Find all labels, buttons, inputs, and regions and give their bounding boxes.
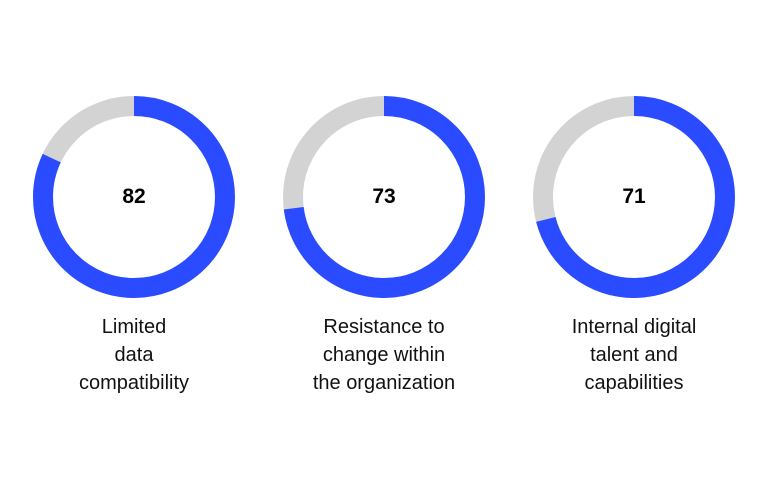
- donut-value-2: 73: [372, 185, 396, 208]
- donut-arc-3: [533, 96, 735, 298]
- donut-label-3: Internal digital talent and capabilities: [524, 313, 744, 397]
- donut-label-1: Limited data compatibility: [24, 313, 244, 397]
- donut-arc-1: [33, 96, 235, 298]
- donut-svg-2: [283, 96, 485, 298]
- donut-value-3: 71: [622, 185, 646, 208]
- donut-label-1-line-1: Limited: [101, 316, 167, 338]
- donut-value-1: 82: [122, 185, 146, 208]
- donut-chart-1: 82: [31, 94, 237, 300]
- donut-svg-3: [533, 96, 735, 298]
- donut-label-1-line-3: compatibility: [78, 372, 190, 394]
- donut-label-2-line-3: the organization: [312, 372, 456, 394]
- donut-svg-1: [33, 96, 235, 298]
- donut-label-3-line-3: capabilities: [584, 372, 684, 394]
- donut-chart-3: 71: [531, 94, 737, 300]
- donut-label-2-line-1: Resistance to: [323, 316, 445, 338]
- donut-label-1-line-2: data: [114, 344, 154, 366]
- donut-label-2: Resistance to change within the organiza…: [274, 313, 494, 397]
- donut-chart-2: 73: [281, 94, 487, 300]
- donut-label-3-line-1: Internal digital: [571, 316, 697, 338]
- donut-label-2-line-2: change within: [322, 344, 446, 366]
- donut-label-3-line-2: talent and: [590, 344, 678, 366]
- donut-arc-2: [283, 96, 485, 298]
